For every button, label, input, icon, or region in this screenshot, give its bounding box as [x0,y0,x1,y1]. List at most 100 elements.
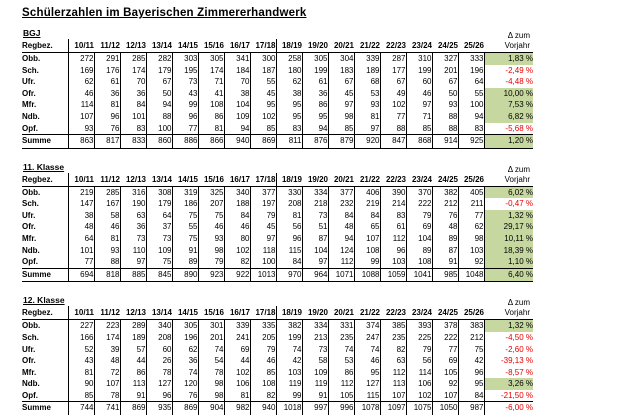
value-cell: 78 [146,366,173,379]
value-cell: 95 [354,366,381,379]
value-cell: 180 [276,64,303,77]
value-cell: 258 [276,52,303,65]
table-row: Opf. 85 78 91 96 76 98 81 82 99 91 105 115 107 102 107 8… [22,389,533,402]
value-cell: 378 [432,319,459,332]
value-cell: 390 [380,186,407,199]
column-header-year: 14/15 [172,39,198,53]
value-cell: 218 [302,198,329,210]
value-cell: 208 [276,198,303,210]
value-cell: 94 [302,122,329,135]
value-cell: 75 [198,209,225,222]
delta-header-line2: Vorjahr [504,174,530,184]
row-label: Obb. [22,319,69,332]
summe-value-cell: 923 [198,267,225,283]
value-cell: 96 [146,389,173,402]
column-header-year: 16/17 [224,306,250,321]
value-cell: 112 [328,256,355,269]
column-header-year: 17/18 [250,172,277,187]
value-cell: 303 [172,52,199,65]
table-row: Ofr. 43 48 44 26 36 54 44 46 42 58 53 46 63 56 69 42 -39,… [22,355,533,367]
summe-label: Summe [22,134,69,149]
value-cell: 190 [120,198,147,210]
value-cell: 107 [432,389,459,402]
value-cell: 120 [172,378,199,390]
summe-value-cell: 879 [328,134,355,149]
row-label: Ndb. [22,378,69,390]
column-header-year: 16/17 [224,39,250,53]
value-cell: 74 [172,366,199,379]
column-header-regbez: Regbez. [22,39,69,53]
value-cell: 179 [146,64,173,77]
value-cell: 75 [172,233,199,245]
klasse-11-table: Regbez. 10/11 11/12 12/13 13/14 14/15 15/16 16/… [22,165,533,283]
row-label: Ndb. [22,244,69,257]
summe-value-cell: 1078 [354,401,381,415]
summe-value-cell: 869 [120,401,147,415]
value-cell: 78 [94,389,121,402]
value-cell: 79 [198,256,225,269]
value-cell: 84 [354,209,381,222]
column-header-year: 23/24 [406,172,432,187]
table-row: Ofr. 48 46 36 37 55 46 46 45 56 51 48 65 61 69 48 62 29,1… [22,221,533,234]
value-cell: 79 [250,343,277,356]
value-cell: 124 [328,244,355,257]
value-cell: 84 [328,209,355,222]
value-cell: 94 [328,233,355,245]
value-cell: 211 [458,198,485,210]
value-cell: 77 [380,110,407,123]
summe-value-cell: 1075 [406,401,433,415]
table-header-row: Regbez. 10/11 11/12 12/13 13/14 14/15 15/16 16/… [22,298,533,321]
summe-value-cell: 1097 [380,401,407,415]
column-header-year: 25/26 [458,172,484,187]
value-cell: 43 [68,355,95,367]
value-cell: 74 [328,343,355,356]
value-cell: 61 [380,221,407,234]
value-cell: 393 [406,319,433,332]
summe-value-cell: 970 [276,267,303,283]
value-cell: 103 [458,244,485,257]
value-cell: 73 [146,233,173,245]
table-row: Ofr. 46 36 36 50 43 41 38 45 38 36 45 53 49 46 50 55 10,0… [22,87,533,100]
column-header-year: 25/26 [458,306,484,321]
summe-value-cell: 863 [68,134,95,149]
value-cell: 105 [432,366,459,379]
summe-value-cell: 996 [328,401,355,415]
value-cell: 94 [224,122,251,135]
value-cell: 187 [250,64,277,77]
row-label: Opf. [22,256,69,269]
column-header-year: 13/14 [146,39,172,53]
value-cell: 48 [94,355,121,367]
value-cell: 93 [198,233,225,245]
value-cell: 112 [380,233,407,245]
delta-header-line1: Δ zum [507,31,530,40]
value-cell: 235 [380,331,407,344]
summe-value-cell: 982 [224,401,251,415]
column-header-delta: Δ zum Vorjahr [484,298,533,321]
value-cell: 232 [328,198,355,210]
value-cell: 287 [380,52,407,65]
value-cell: 107 [354,233,381,245]
value-cell: 88 [432,110,459,123]
column-header-year: 10/11 [68,172,94,187]
section-label: BGJ [23,28,41,38]
value-cell: 56 [276,221,303,234]
value-cell: 97 [328,99,355,111]
value-cell: 60 [146,343,173,356]
value-cell: 241 [224,331,251,344]
value-cell: 76 [432,209,459,222]
value-cell: 95 [458,378,485,390]
summe-value-cell: 1018 [276,401,303,415]
value-cell: 45 [328,87,355,100]
row-label: Sch. [22,198,69,210]
value-cell: 42 [276,355,303,367]
value-cell: 207 [198,198,225,210]
value-cell: 42 [458,355,485,367]
value-cell: 101 [68,244,95,257]
value-cell: 64 [458,76,485,88]
delta-cell: 10,11 % [484,233,533,245]
delta-cell: 6,02 % [484,186,533,199]
value-cell: 119 [276,378,303,390]
value-cell: 308 [146,186,173,199]
row-label: Sch. [22,331,69,344]
